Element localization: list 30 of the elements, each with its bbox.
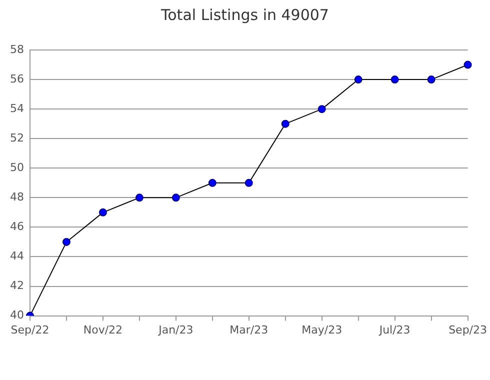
point: [208, 178, 216, 187]
x-tick-label: Sep/23: [448, 323, 487, 336]
x-tick-label: Mar/23: [230, 323, 268, 336]
y-tick-label: 54: [10, 102, 24, 115]
y-tick-label: 44: [10, 250, 24, 263]
y-tick-label: 40: [10, 308, 24, 322]
point: [98, 208, 107, 216]
point: [354, 76, 362, 84]
point: [62, 238, 70, 246]
y-tick-label: 52: [10, 131, 24, 144]
point: [318, 105, 326, 114]
y-tick-label: 42: [10, 279, 24, 292]
x-tick-label: Nov/22: [83, 323, 123, 336]
y-tick-label: 58: [10, 42, 24, 56]
y-tick-label: 48: [10, 190, 24, 204]
point: [281, 120, 290, 128]
point: [135, 194, 144, 202]
y-tick-label: 50: [10, 160, 24, 174]
point: [464, 60, 472, 69]
x-tick-label: Sep/22: [10, 323, 50, 336]
point: [244, 178, 253, 187]
y-tick-label: 46: [10, 220, 24, 234]
point: [390, 76, 399, 84]
point: [172, 194, 180, 202]
point: [427, 76, 436, 84]
x-tick-label: Jan/23: [158, 323, 194, 336]
x-tick-label: Jul/23: [378, 323, 410, 336]
y-tick-label: 56: [10, 72, 24, 86]
x-tick-label: May/23: [302, 323, 342, 336]
chart-title: Total Listings in 49007: [160, 6, 330, 26]
